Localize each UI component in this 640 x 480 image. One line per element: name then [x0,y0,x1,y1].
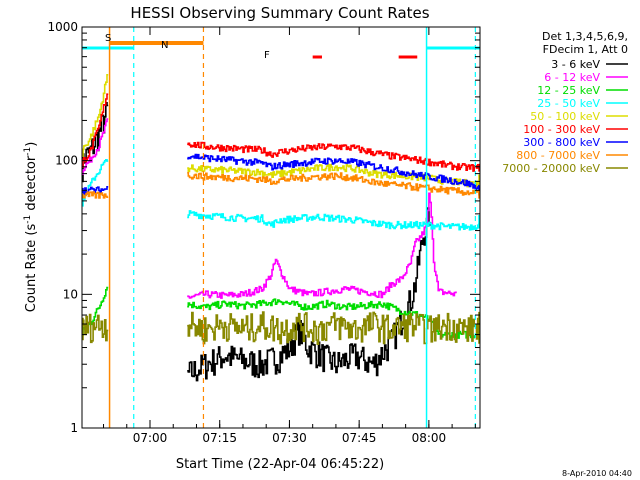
series-line-25-50-kev-seg-1 [187,210,480,231]
series-line-800-7000-kev-seg-0 [82,191,109,199]
x-axis-label: Start Time (22-Apr-04 06:45:22) [176,457,384,472]
series-line-300-800-kev-seg-1 [187,153,480,196]
x-tick-label: 08:00 [412,431,447,445]
flag-label-s: S [105,33,111,44]
legend: Det 1,3,4,5,6,9,FDecim 1, Att 0 3 - 6 keV… [502,30,628,175]
y-tick-label: 1000 [47,20,78,34]
y-label-part-1: Count Rate (s [24,224,39,313]
chart-axes: 07:00 07:15 07:30 07:45 08:00 1 10 100 1000 [47,20,481,445]
x-tick-label: 07:30 [272,431,307,445]
flag-label-f: F [264,50,270,61]
series-line-6-12-kev-seg-1 [187,192,457,299]
y-tick-label: 1 [70,421,78,435]
x-tick-label: 07:00 [133,431,168,445]
legend-label-3-6-kev: 3 - 6 keV [551,58,600,71]
legend-label-7000-20000-kev: 7000 - 20000 keV [502,162,600,175]
y-tick-label: 100 [55,154,78,168]
legend-label-25-50-kev: 25 - 50 keV [537,97,600,110]
y-axis-label: Count Rate (s-1 detector-1) [23,142,39,313]
y-tick-label: 10 [63,287,78,301]
chart-overlay: S N F [82,27,480,428]
y-label-part-2: detector [24,155,39,215]
legend-label-50-100-kev: 50 - 100 keV [530,110,600,123]
plot-frame [81,26,481,429]
y-label-sup-2: -1 [23,147,33,156]
legend-label-300-800-kev: 300 - 800 keV [523,136,600,149]
series-line-7000-20000-kev-seg-0 [82,313,109,344]
x-tick-label: 07:45 [342,431,377,445]
legend-label-100-300-kev: 100 - 300 keV [523,123,600,136]
chart-marks [82,74,480,382]
legend-label-12-25-kev: 12 - 25 keV [537,84,600,97]
series-line-50-100-kev-seg-0 [82,74,109,157]
legend-label-800-7000-kev: 800 - 7000 keV [516,149,600,162]
series-line-100-300-kev-seg-1 [187,141,480,172]
chart-title: HESSI Observing Summary Count Rates [130,4,429,22]
series-line-12-25-kev-seg-1 [187,298,480,339]
flag-label-n: N [161,40,168,51]
series-line-7000-20000-kev-seg-1 [187,311,480,345]
legend-header-line: FDecim 1, Att 0 [543,43,628,56]
legend-label-6-12-kev: 6 - 12 keV [544,71,600,84]
y-label-sup-1: -1 [23,215,33,224]
series-line-6-12-kev-seg-0 [82,118,109,175]
footer-stamp: 8-Apr-2010 04:40 [562,469,632,478]
y-label-part-3: ) [24,142,39,147]
legend-header-line: Det 1,3,4,5,6,9, [542,30,628,43]
x-tick-label: 07:15 [202,431,237,445]
series-line-800-7000-kev-seg-1 [187,172,480,199]
